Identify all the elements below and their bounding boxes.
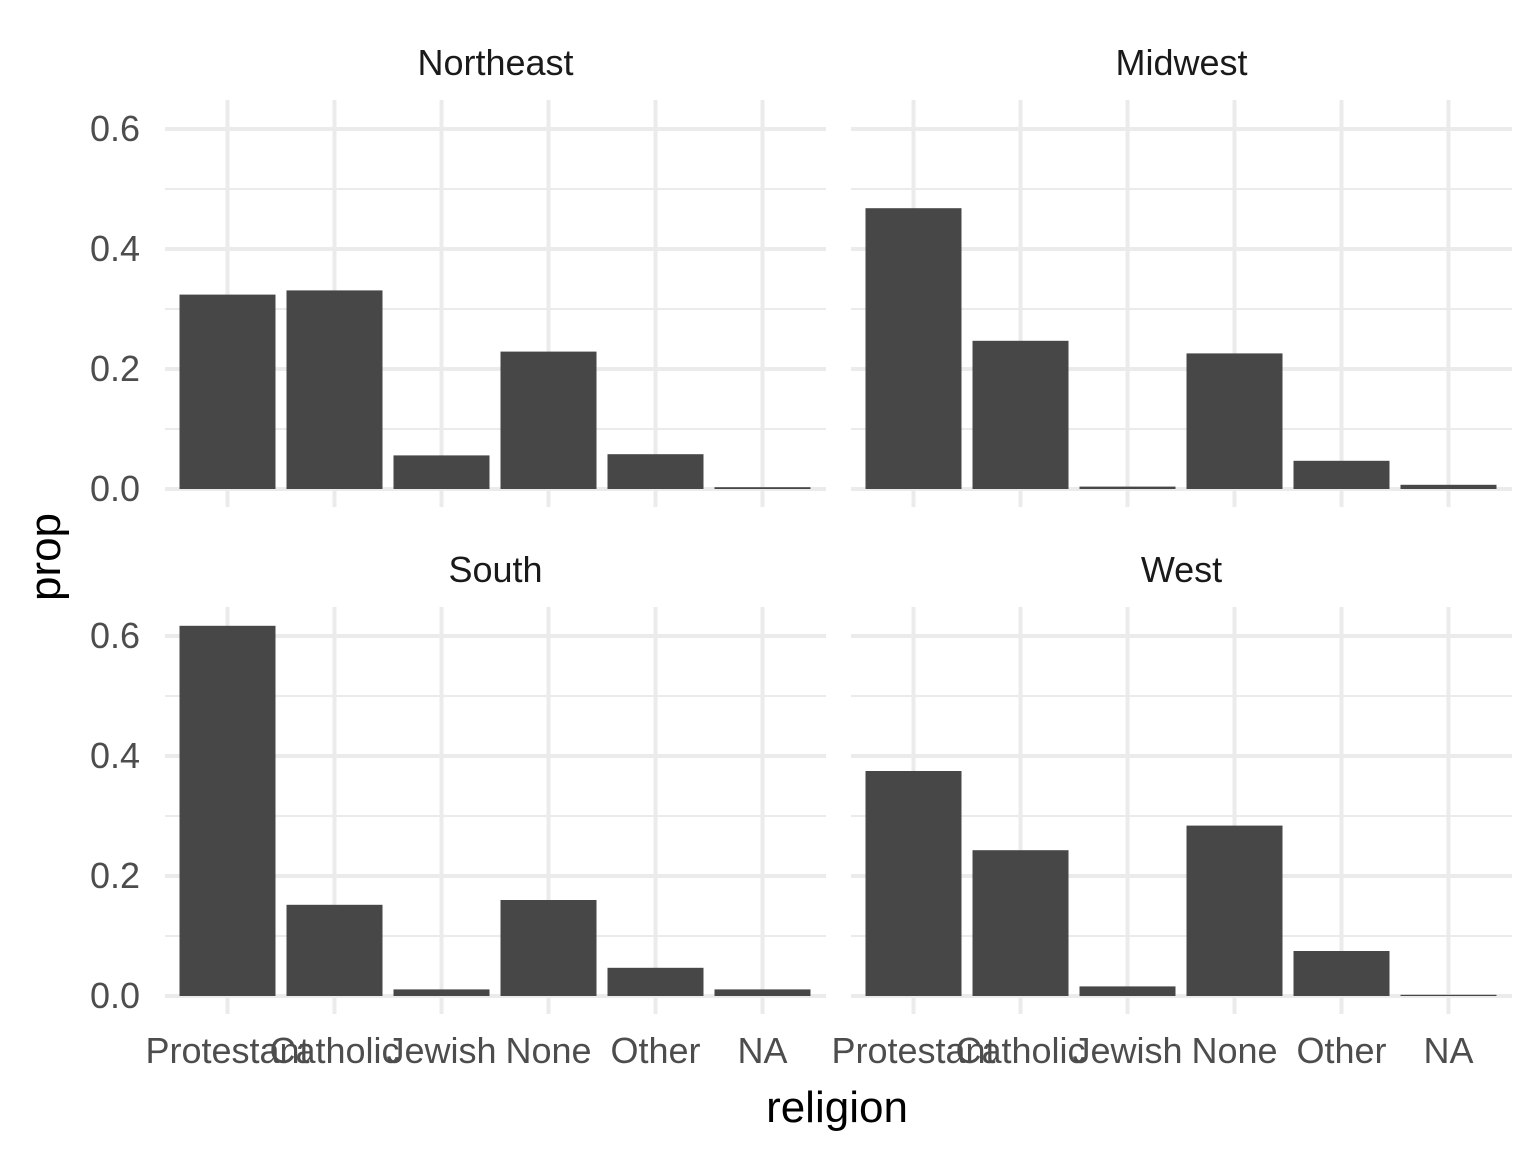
bar-other (1293, 951, 1390, 996)
bar-jewish (393, 989, 490, 996)
bar-catholic (286, 904, 383, 996)
y-tick-label: 0.2 (90, 855, 140, 896)
x-tick-label: Protestant (831, 1030, 995, 1071)
bar-catholic (972, 340, 1069, 489)
bar-protestant (179, 294, 276, 489)
x-tick-label: NA (737, 1030, 787, 1071)
bar-other (607, 454, 704, 489)
bar-none (1186, 825, 1283, 996)
bar-none (500, 351, 597, 489)
x-tick-label: Catholic (269, 1030, 399, 1071)
facet-title: West (1141, 549, 1222, 590)
y-tick-label: 0.2 (90, 348, 140, 389)
bar-other (1293, 460, 1390, 489)
bar-na (1400, 994, 1497, 996)
bar-other (607, 967, 704, 996)
chart-panels: Northeast 0.0 0.2 0.4 0.6 Midwest South 0.0 0.2 0… (90, 42, 1512, 1071)
facet-title: Midwest (1115, 42, 1247, 83)
x-tick-label: Catholic (955, 1030, 1085, 1071)
facet-title: South (448, 549, 542, 590)
bar-none (500, 900, 597, 996)
y-tick-label: 0.6 (90, 108, 140, 149)
y-axis-title: prop (21, 513, 70, 601)
bar-jewish (1079, 986, 1176, 996)
bar-catholic (972, 850, 1069, 996)
x-axis-title: religion (766, 1083, 908, 1132)
facet-panel: South 0.0 0.2 0.4 0.6 ProtestantCatholicJewis… (90, 549, 826, 1071)
x-tick-label: Other (610, 1030, 700, 1071)
x-tick-label: Protestant (145, 1030, 309, 1071)
facet-panel: Midwest (851, 42, 1512, 507)
facet-panel: Northeast 0.0 0.2 0.4 0.6 (90, 42, 826, 509)
x-tick-label: Other (1296, 1030, 1386, 1071)
bar-na (1400, 484, 1497, 489)
y-tick-label: 0.4 (90, 228, 140, 269)
y-tick-label: 0.0 (90, 975, 140, 1016)
x-tick-label: NA (1423, 1030, 1473, 1071)
bar-catholic (286, 290, 383, 489)
bar-none (1186, 353, 1283, 489)
y-tick-label: 0.4 (90, 735, 140, 776)
bar-na (714, 989, 811, 996)
x-tick-label: Jewish (386, 1030, 496, 1071)
x-tick-label: Jewish (1072, 1030, 1182, 1071)
facet-title: Northeast (417, 42, 573, 83)
bar-protestant (865, 208, 962, 489)
x-tick-label: None (1191, 1030, 1277, 1071)
y-tick-label: 0.6 (90, 615, 140, 656)
x-tick-label: None (505, 1030, 591, 1071)
bar-jewish (393, 455, 490, 489)
bar-jewish (1079, 486, 1176, 489)
y-tick-label: 0.0 (90, 468, 140, 509)
bar-na (714, 487, 811, 489)
bar-protestant (179, 625, 276, 996)
bar-protestant (865, 771, 962, 996)
